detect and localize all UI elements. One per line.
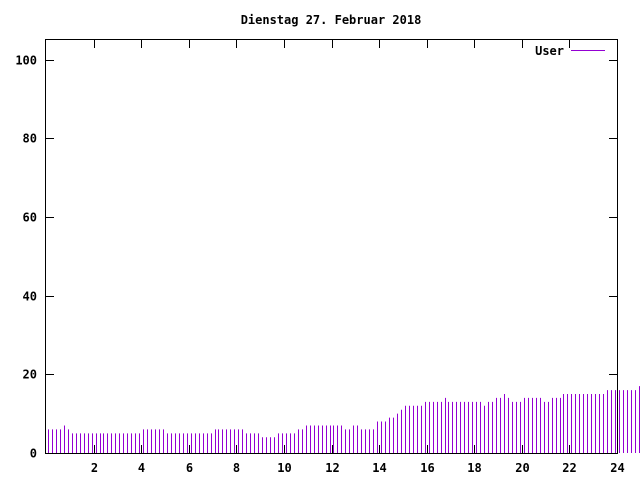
x-tick-label: 12 [325, 461, 339, 475]
x-tick-label: 6 [186, 461, 193, 475]
plot-frame [45, 39, 618, 454]
x-tick-label: 10 [277, 461, 291, 475]
x-tick-label: 14 [372, 461, 386, 475]
chart-title: Dienstag 27. Februar 2018 [241, 13, 422, 27]
y-tick-label: 40 [23, 290, 37, 304]
y-tick-label: 20 [23, 368, 37, 382]
x-tick-label: 16 [420, 461, 434, 475]
x-tick-label: 4 [138, 461, 145, 475]
x-tick-label: 2 [91, 461, 98, 475]
y-tick-label: 80 [23, 132, 37, 146]
y-tick-label: 100 [15, 54, 37, 68]
legend: User [535, 44, 605, 58]
x-tick-label: 24 [610, 461, 624, 475]
y-tick-label: 60 [23, 211, 37, 225]
x-tick-label: 18 [467, 461, 481, 475]
bars-group [48, 386, 640, 453]
x-tick-label: 20 [515, 461, 529, 475]
y-tick-label: 0 [30, 447, 37, 461]
legend-label: User [535, 44, 564, 58]
x-tick-label: 8 [233, 461, 240, 475]
x-tick-label: 22 [562, 461, 576, 475]
